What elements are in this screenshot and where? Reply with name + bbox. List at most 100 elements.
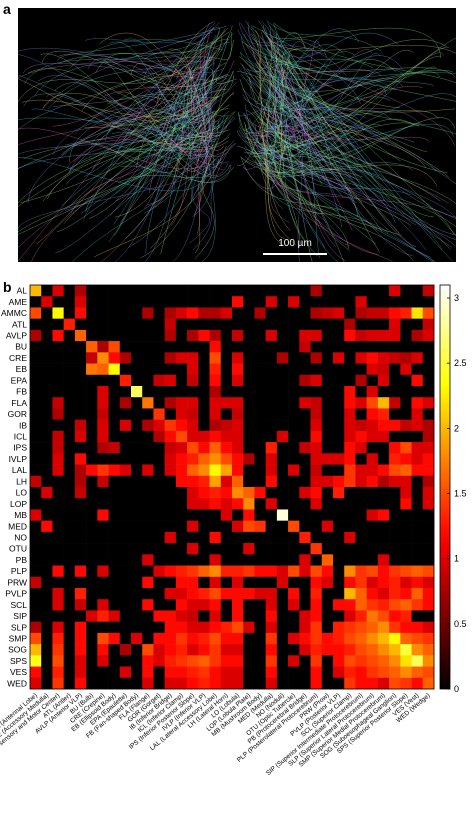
heatmap-cell <box>276 363 289 376</box>
heatmap-cell <box>108 363 121 376</box>
heatmap-cell <box>254 531 266 544</box>
heatmap-cell <box>366 621 379 634</box>
heatmap-cell <box>97 285 109 297</box>
heatmap-cell <box>310 419 323 432</box>
neuron-trace <box>18 59 212 79</box>
heatmap-cell <box>198 296 210 308</box>
heatmap-cell <box>187 408 199 420</box>
heatmap-cell <box>142 610 154 622</box>
heatmap-cell <box>97 464 109 477</box>
heatmap-cell <box>74 408 87 420</box>
heatmap-cell <box>333 329 345 342</box>
heatmap-cell <box>355 352 367 364</box>
heatmap-cell <box>52 408 64 420</box>
neuron-trace <box>246 78 400 234</box>
heatmap-cell <box>52 296 64 308</box>
heatmap-cell <box>411 442 424 454</box>
heatmap-cell <box>389 341 401 353</box>
neuron-trace <box>271 27 442 58</box>
heatmap-cell <box>243 419 255 432</box>
neuron-trace <box>160 84 222 255</box>
heatmap-cell <box>131 307 143 319</box>
heatmap-cell <box>175 374 188 387</box>
heatmap-cell <box>30 464 42 477</box>
heatmap-cell <box>153 419 165 432</box>
heatmap-cell <box>377 296 390 308</box>
heatmap-cell <box>254 352 266 364</box>
neuron-trace <box>18 115 213 129</box>
heatmap-cell <box>366 442 379 454</box>
colorbar-tick-label: 1 <box>454 554 459 564</box>
heatmap-cell <box>232 498 244 510</box>
heatmap-cell <box>422 453 435 465</box>
neuron-trace <box>64 108 229 224</box>
neuron-trace <box>18 41 205 131</box>
heatmap-cell <box>175 487 188 499</box>
heatmap-cell <box>355 576 367 589</box>
heatmap-cell <box>377 285 390 297</box>
heatmap-cell <box>187 464 199 477</box>
heatmap-cell <box>187 588 199 600</box>
heatmap-cell <box>209 453 222 465</box>
y-tick-label: IB <box>19 420 27 430</box>
heatmap-cell <box>422 509 435 521</box>
heatmap-cell <box>187 442 199 454</box>
heatmap-cell <box>119 397 132 409</box>
y-tick-label: EB <box>16 364 28 374</box>
heatmap-cell <box>310 576 323 589</box>
neuron-trace <box>255 117 455 163</box>
heatmap-cell <box>389 509 401 521</box>
heatmap-cell <box>30 509 42 521</box>
heatmap-cell <box>389 599 401 611</box>
heatmap-cell <box>97 453 109 465</box>
heatmap-cell <box>366 520 379 533</box>
heatmap-cell <box>333 644 345 656</box>
heatmap-cell <box>175 386 188 398</box>
heatmap-cell <box>97 565 109 578</box>
heatmap-cell <box>86 475 98 488</box>
neuron-trace <box>18 47 205 102</box>
heatmap-cell <box>97 554 109 566</box>
heatmap-cell <box>310 531 323 544</box>
heatmap-cell <box>198 430 210 443</box>
heatmap-cell <box>119 531 132 544</box>
heatmap-cell <box>400 453 412 465</box>
y-tick-label: FB <box>16 387 27 397</box>
heatmap-cell <box>276 329 289 342</box>
neuron-trace <box>144 57 201 262</box>
heatmap-cell <box>74 329 87 342</box>
heatmap-cell <box>108 408 121 420</box>
heatmap-cell <box>97 442 109 454</box>
heatmap-cell <box>63 341 76 353</box>
heatmap-cell <box>243 341 255 353</box>
heatmap-cell <box>198 386 210 398</box>
heatmap-cell <box>164 554 177 566</box>
neuron-trace <box>259 151 392 209</box>
heatmap-cell <box>333 655 345 667</box>
heatmap-cell <box>198 352 210 364</box>
heatmap-cell <box>63 554 76 566</box>
heatmap-cell <box>198 677 210 690</box>
heatmap-cell <box>63 632 76 645</box>
heatmap-cell <box>209 655 222 667</box>
heatmap-cell <box>366 397 379 409</box>
heatmap-cell <box>52 588 64 600</box>
heatmap-cell <box>299 408 311 420</box>
heatmap-cell <box>142 565 154 578</box>
heatmap-cell <box>30 498 42 510</box>
heatmap-cell <box>232 610 244 622</box>
heatmap-cell <box>131 543 143 555</box>
heatmap-cell <box>389 621 401 634</box>
heatmap-cell <box>86 576 98 589</box>
heatmap-cell <box>299 655 311 667</box>
heatmap-cell <box>321 677 334 690</box>
heatmap-cell <box>344 419 356 432</box>
heatmap-cell <box>243 677 255 690</box>
heatmap-cell <box>153 341 165 353</box>
neuron-trace <box>244 104 279 164</box>
panel-label: b <box>3 279 12 295</box>
heatmap-cell <box>97 363 109 376</box>
heatmap-cell <box>209 666 222 679</box>
heatmap-cell <box>187 554 199 566</box>
heatmap-cell <box>299 285 311 297</box>
